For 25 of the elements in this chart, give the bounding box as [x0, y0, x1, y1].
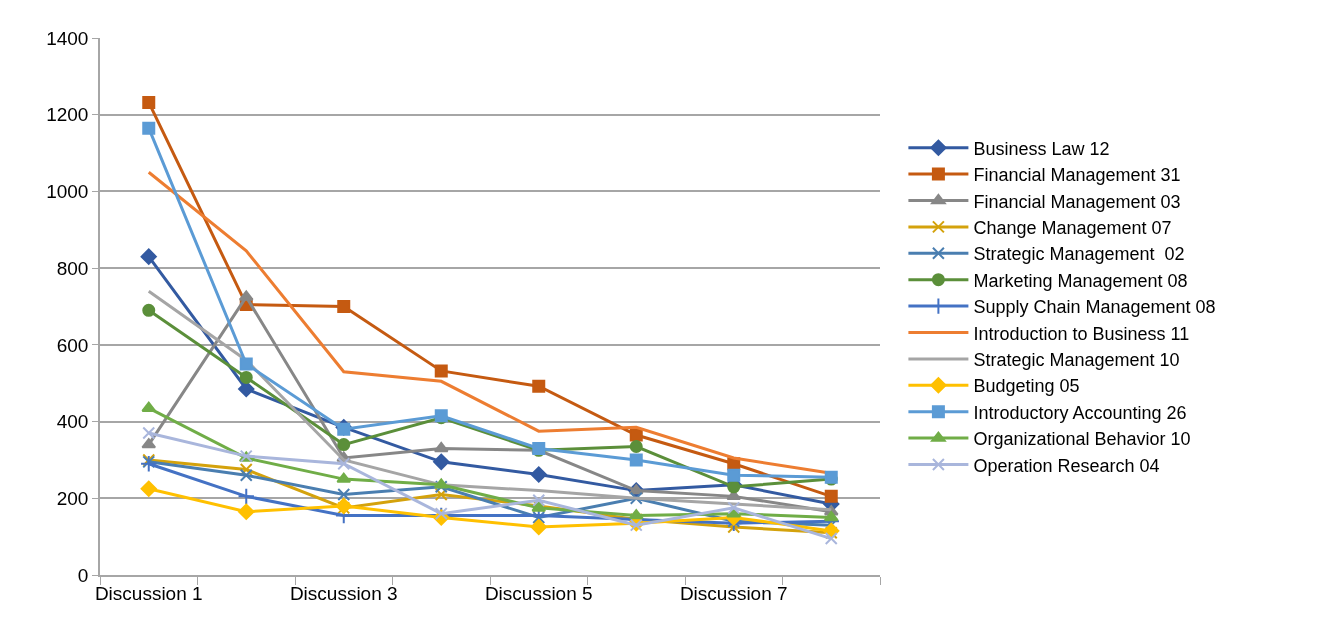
y-tick-label: 1200: [46, 104, 89, 126]
x-tick-label: Discussion 5: [484, 582, 593, 604]
legend-label: Supply Chain Management 08: [973, 297, 1216, 318]
legend-label: Financial Management 31: [973, 165, 1181, 186]
x-tick-label: Discussion 3: [289, 582, 398, 604]
legend-label: Change Management 07: [973, 217, 1172, 238]
x-tick-label: Discussion 1: [94, 582, 203, 604]
legend-label: Budgeting 05: [973, 376, 1080, 397]
y-tick-label: 400: [56, 411, 89, 433]
y-tick-label: 200: [56, 487, 89, 509]
legend-label: Strategic Management 02: [973, 244, 1185, 265]
legend-label: Organizational Behavior 10: [973, 429, 1191, 450]
legend-label: Introductory Accounting 26: [973, 402, 1187, 423]
legend-label: Strategic Management 10: [973, 349, 1180, 370]
y-tick-label: 800: [56, 257, 89, 279]
legend-label: Financial Management 03: [973, 191, 1181, 212]
y-tick-label: 1000: [46, 181, 89, 203]
legend-label: Operation Research 04: [973, 455, 1160, 476]
y-tick-label: 1400: [46, 27, 89, 49]
y-tick-label: 600: [56, 334, 89, 356]
legend-label: Introduction to Business 11: [973, 323, 1190, 344]
x-tick-label: Discussion 7: [679, 582, 788, 604]
legend-label: Marketing Management 08: [973, 270, 1188, 291]
legend-label: Business Law 12: [973, 138, 1110, 159]
y-tick-label: 0: [77, 564, 89, 586]
